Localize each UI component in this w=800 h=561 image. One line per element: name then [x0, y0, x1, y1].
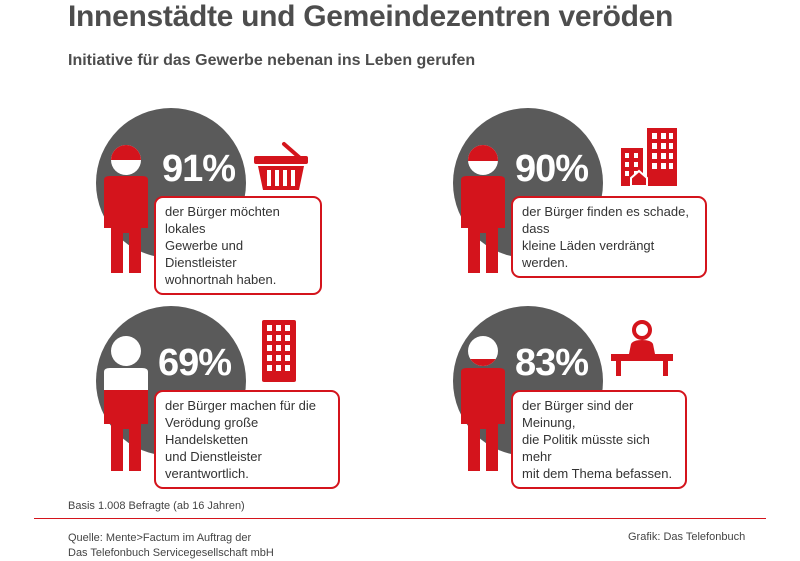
page-title: Innenstädte und Gemeindezentren veröden [68, 0, 674, 33]
head-fill [468, 145, 498, 161]
stat-block-4: 83% der Bürger sind der Meinung, die Pol… [453, 306, 800, 489]
survey-base-note: Basis 1.008 Befragte (ab 16 Jahren) [68, 500, 245, 512]
city-buildings-icon [621, 128, 677, 186]
stat-block-3: 69% der Bürger machen für die Verödung g… [96, 306, 456, 489]
stat-block-1: 91% der Bürger möchten lokales Gewerbe u… [96, 108, 456, 295]
person-body [461, 176, 505, 273]
stat-description: der Bürger sind der Meinung, die Politik… [511, 390, 687, 489]
person-body [461, 368, 505, 471]
person-body-upper [104, 368, 148, 390]
head-fill [468, 359, 498, 366]
graphic-credit: Grafik: Das Telefonbuch [628, 531, 746, 543]
percentage-value: 90% [515, 148, 589, 190]
person-body [104, 176, 148, 273]
office-tower-icon [262, 320, 296, 382]
percentage-value: 83% [515, 342, 589, 384]
percentage-value: 91% [162, 148, 236, 190]
stat-block-2: 90% der Bürger finden es schade, dass kl… [453, 108, 800, 283]
person-head [468, 336, 498, 366]
person-body [104, 390, 148, 471]
page-subtitle: Initiative für das Gewerbe nebenan ins L… [68, 52, 476, 69]
stat-description: der Bürger machen für die Verödung große… [154, 390, 340, 489]
footer-divider [34, 518, 766, 519]
stat-description: der Bürger möchten lokales Gewerbe und D… [154, 196, 322, 295]
politician-podium-icon [611, 320, 673, 376]
source-note: Quelle: Mente>Factum im Auftrag der Das … [68, 532, 274, 559]
shopping-basket-icon [254, 142, 308, 190]
stat-description: der Bürger finden es schade, dass kleine… [511, 196, 707, 278]
percentage-value: 69% [158, 342, 232, 384]
person-head [111, 336, 141, 366]
head-fill [111, 145, 141, 160]
